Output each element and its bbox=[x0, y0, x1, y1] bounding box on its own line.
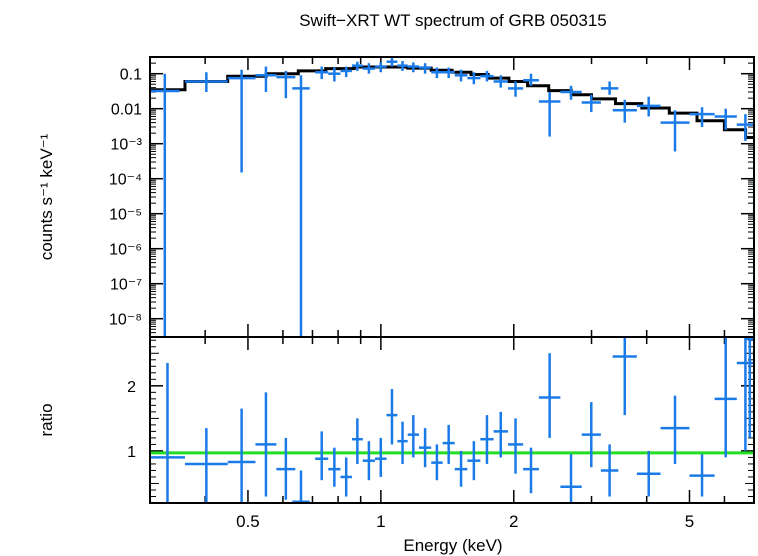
ratio-data-points bbox=[150, 337, 754, 503]
x-axis-label: Energy (keV) bbox=[403, 536, 502, 555]
chart-title: Swift−XRT WT spectrum of GRB 050315 bbox=[299, 11, 607, 30]
data-point bbox=[714, 108, 737, 130]
data-point bbox=[454, 69, 468, 82]
data-point bbox=[612, 99, 637, 123]
data-point bbox=[362, 63, 376, 74]
data-point bbox=[660, 110, 690, 152]
y-tick-label: 2 bbox=[127, 379, 136, 396]
data-point bbox=[480, 415, 494, 464]
data-point bbox=[736, 114, 754, 141]
data-point bbox=[150, 73, 180, 337]
y-tick-label: 10⁻⁵ bbox=[109, 207, 142, 224]
data-point bbox=[523, 447, 539, 494]
data-point bbox=[600, 444, 619, 497]
data-point bbox=[689, 107, 715, 127]
data-point bbox=[276, 437, 296, 500]
data-point bbox=[538, 353, 561, 438]
data-point bbox=[523, 73, 539, 86]
data-point bbox=[292, 470, 310, 503]
data-point bbox=[507, 81, 524, 97]
data-point bbox=[227, 408, 256, 503]
y-axis-label-counts: counts s⁻¹ keV⁻¹ bbox=[37, 133, 56, 260]
data-point bbox=[227, 69, 256, 173]
x-tick-label: 2 bbox=[509, 512, 518, 531]
data-point bbox=[745, 337, 754, 438]
data-point bbox=[689, 454, 715, 497]
data-point bbox=[315, 66, 329, 80]
data-point bbox=[340, 457, 352, 497]
data-point bbox=[507, 418, 524, 474]
spectrum-data-points bbox=[150, 58, 754, 337]
data-point bbox=[362, 441, 376, 481]
ratio-panel-frame bbox=[149, 336, 755, 504]
data-point bbox=[407, 415, 419, 458]
data-point bbox=[660, 395, 690, 464]
data-point bbox=[351, 418, 363, 464]
data-point bbox=[292, 75, 310, 337]
data-point bbox=[736, 337, 754, 451]
data-point bbox=[407, 62, 419, 73]
data-point bbox=[315, 431, 329, 481]
data-point bbox=[255, 66, 277, 92]
data-point bbox=[184, 72, 228, 92]
data-point bbox=[328, 67, 341, 82]
y-tick-label: 0.1 bbox=[120, 67, 142, 84]
data-point bbox=[581, 402, 601, 468]
data-point bbox=[467, 72, 481, 85]
data-point bbox=[493, 75, 508, 88]
spectrum-y-tick-labels: 0.1 0.01 10⁻³ 10⁻⁴ 10⁻⁵ 10⁻⁶ 10⁻⁷ 10⁻⁸ bbox=[109, 67, 143, 329]
data-point bbox=[375, 62, 387, 73]
data-point bbox=[418, 428, 432, 468]
x-tick-labels: 0.5 1 2 5 bbox=[236, 512, 694, 531]
data-point bbox=[386, 389, 398, 445]
data-point bbox=[431, 67, 443, 79]
data-point bbox=[386, 58, 398, 67]
spectrum-panel: 0.1 0.01 10⁻³ 10⁻⁴ 10⁻⁵ 10⁻⁶ 10⁻⁷ 10⁻⁸ bbox=[109, 56, 755, 338]
data-point bbox=[454, 450, 468, 487]
data-point bbox=[636, 96, 661, 117]
y-tick-label: 0.01 bbox=[111, 102, 142, 119]
y-tick-label: 10⁻⁶ bbox=[109, 242, 142, 259]
y-tick-label: 10⁻³ bbox=[110, 137, 142, 154]
data-point bbox=[351, 61, 363, 71]
y-tick-label: 1 bbox=[127, 444, 136, 461]
data-point bbox=[581, 94, 601, 113]
y-tick-label: 10⁻⁸ bbox=[109, 312, 142, 329]
data-point bbox=[538, 92, 561, 137]
x-tick-label: 0.5 bbox=[236, 512, 260, 531]
x-tick-label: 5 bbox=[685, 512, 694, 531]
data-point bbox=[600, 81, 619, 95]
data-point bbox=[150, 363, 185, 503]
data-point bbox=[184, 428, 228, 503]
data-point bbox=[442, 424, 455, 464]
data-point bbox=[480, 70, 494, 82]
y-axis-label-ratio: ratio bbox=[37, 403, 56, 436]
data-point bbox=[255, 392, 277, 497]
data-point bbox=[431, 444, 443, 481]
data-point bbox=[636, 450, 661, 497]
data-point bbox=[467, 441, 481, 481]
data-point bbox=[328, 447, 341, 487]
y-tick-label: 10⁻⁴ bbox=[109, 172, 142, 189]
data-point bbox=[397, 421, 408, 464]
data-point bbox=[560, 454, 582, 503]
data-point bbox=[442, 67, 455, 79]
data-point bbox=[276, 70, 296, 99]
data-point bbox=[340, 66, 352, 78]
ratio-panel: 12 bbox=[127, 336, 755, 504]
data-point bbox=[418, 63, 432, 74]
data-point bbox=[612, 337, 637, 416]
ratio-y-tick-labels: 12 bbox=[127, 379, 136, 461]
x-tick-label: 1 bbox=[376, 512, 385, 531]
data-point bbox=[714, 337, 737, 458]
data-point bbox=[560, 85, 582, 100]
data-point bbox=[493, 411, 508, 458]
data-point bbox=[397, 61, 408, 71]
data-point bbox=[375, 437, 387, 477]
y-tick-label: 10⁻⁷ bbox=[110, 277, 142, 294]
